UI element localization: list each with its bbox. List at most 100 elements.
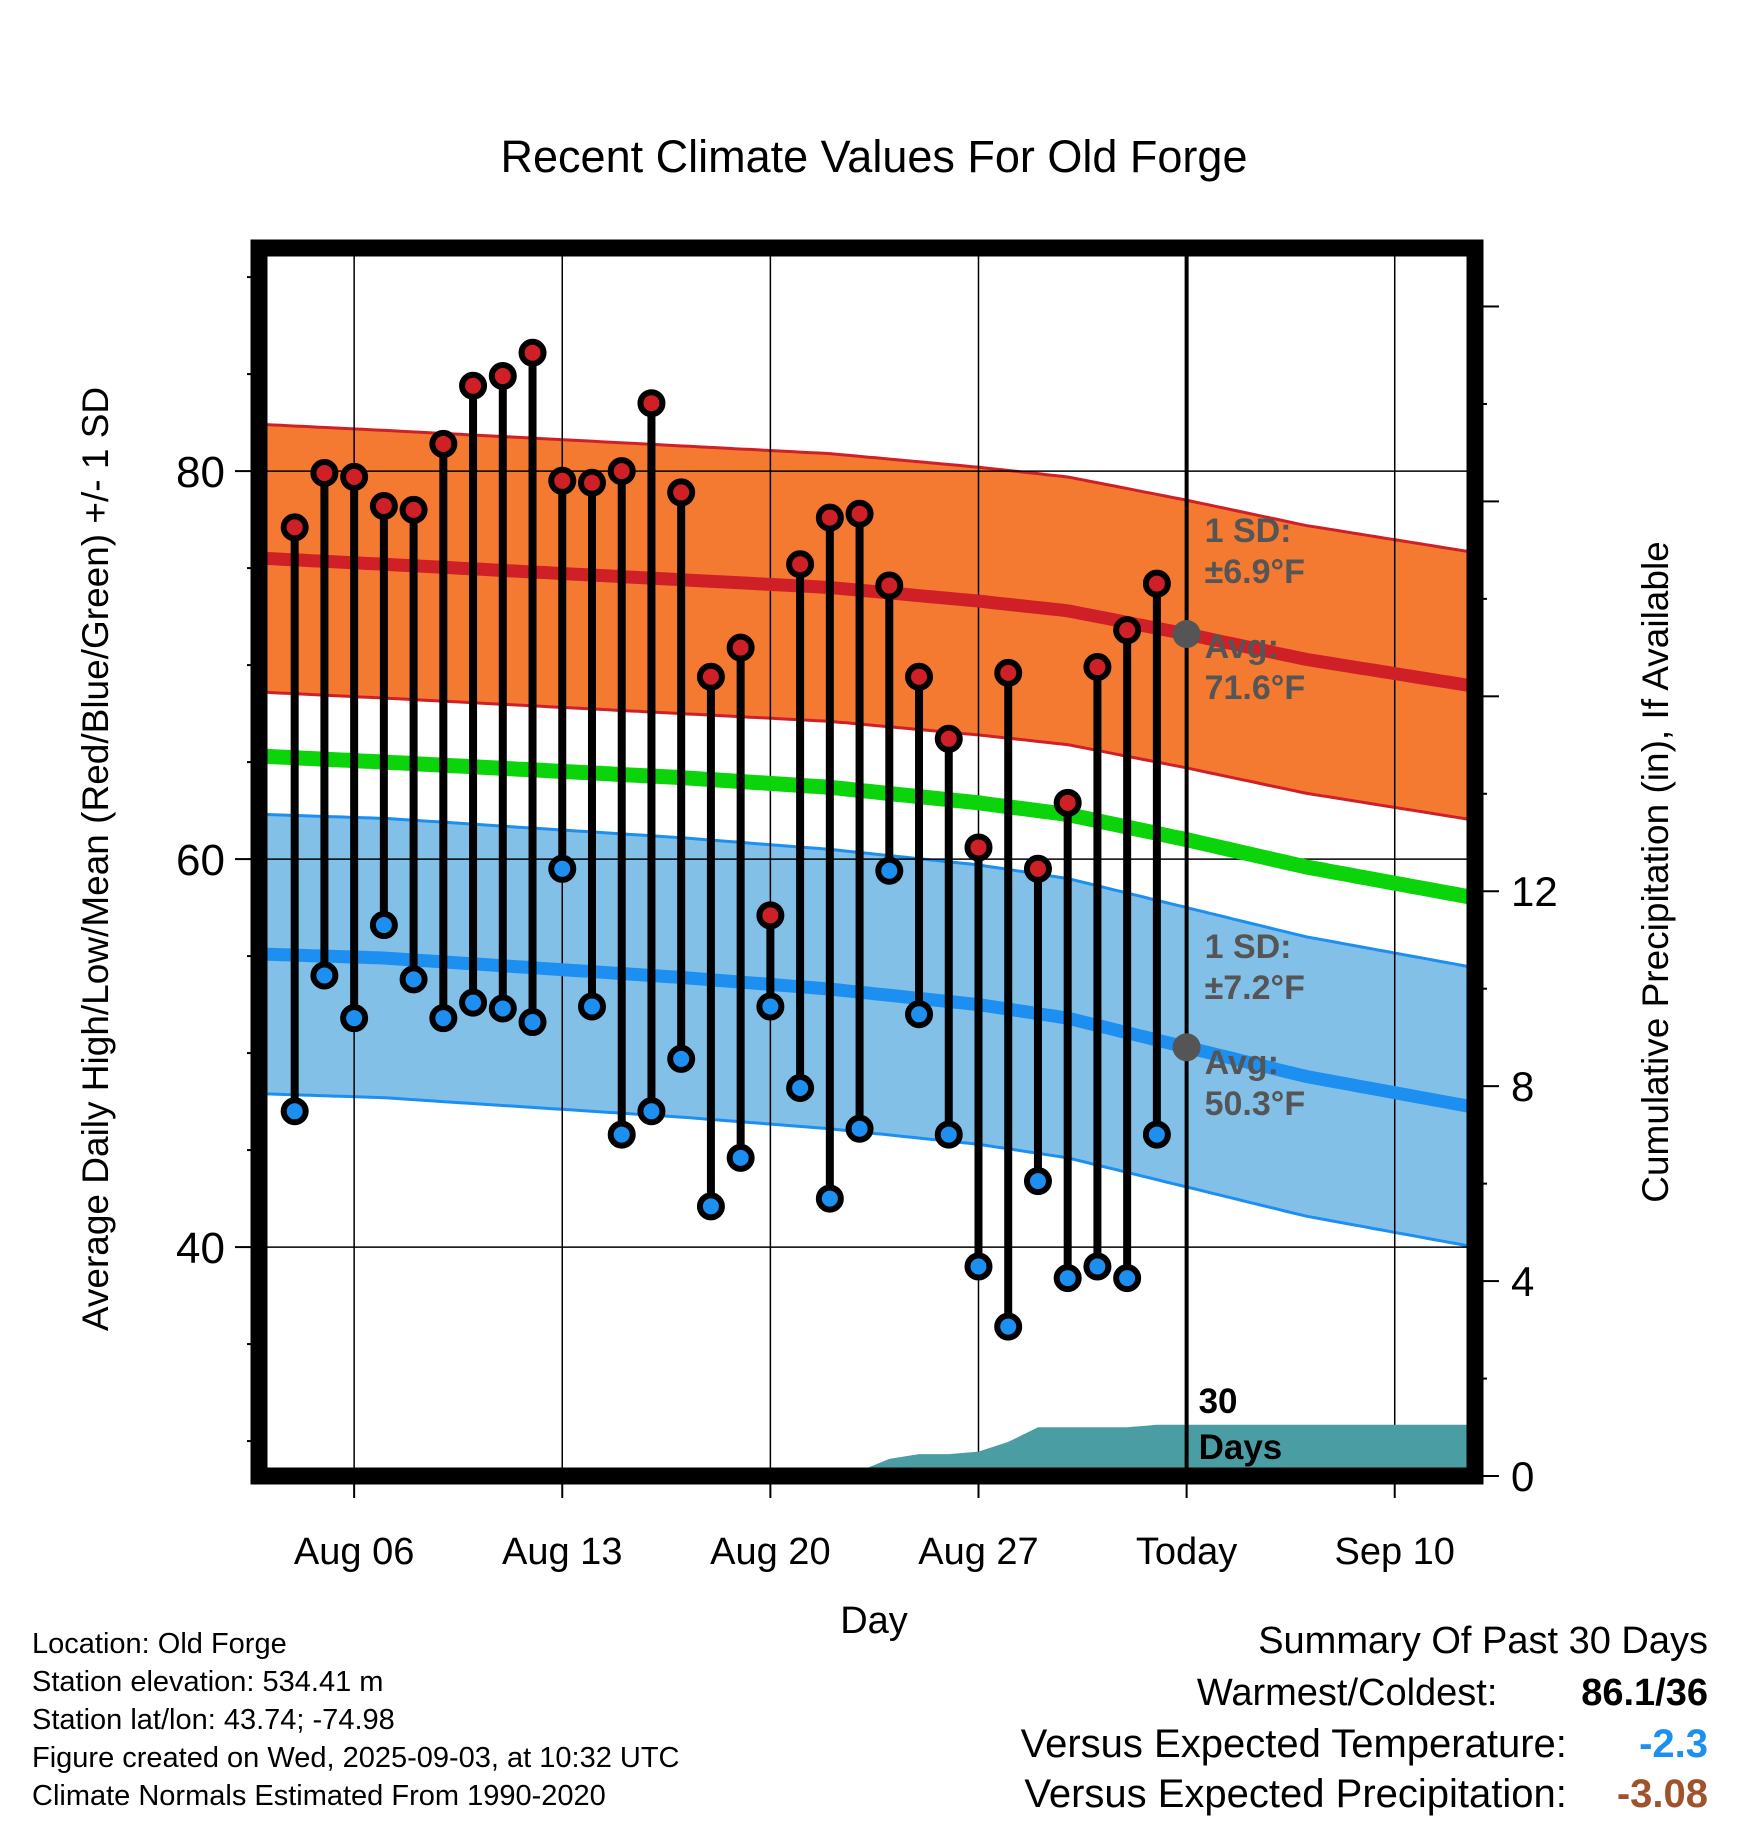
daily-high-point	[1053, 788, 1082, 817]
axes: 40 60 80 0 4 8 12 Aug 06 Aug 13 Aug 20 Aug 27 Today…	[176, 239, 1558, 1573]
daily-high-point	[280, 513, 309, 542]
normal-high-band-lower-edge	[259, 690, 1471, 822]
daily-low-point	[696, 1192, 725, 1221]
y-axis-label: Average Daily High/Low/Mean (Red/Blue/Gr…	[75, 387, 116, 1331]
daily-low-point	[310, 961, 339, 990]
precip-area	[264, 1424, 1475, 1476]
x-tick-label: Aug 13	[502, 1531, 622, 1573]
info-normals: Climate Normals Estimated From 1990-2020	[32, 1780, 606, 1812]
normal-high-line	[259, 551, 1472, 693]
x-tick-label: Aug 06	[294, 1531, 414, 1573]
daily-low-point	[756, 992, 785, 1021]
high-sd-annotation-line: 1 SD:	[1205, 512, 1292, 550]
info-latlon: Station lat/lon: 43.74; -74.98	[32, 1704, 395, 1736]
daily-high-point	[667, 478, 696, 507]
daily-high-point	[310, 459, 339, 488]
daily-low-point	[399, 965, 428, 994]
x-tick-label: Aug 27	[918, 1531, 1038, 1573]
daily-low-point	[577, 992, 606, 1021]
y-tick-label: 60	[176, 836, 225, 885]
low-avg-annotation-line: 50.3°F	[1205, 1085, 1306, 1123]
daily-high-point	[1113, 616, 1142, 645]
x-tick-label: Aug 20	[710, 1531, 830, 1573]
low-sd-annotation-line: ±7.2°F	[1205, 969, 1305, 1007]
daily-low-point	[786, 1074, 815, 1103]
high-avg-annotation-line: Avg:	[1205, 628, 1279, 666]
summary-temp-label: Versus Expected Temperature:	[1020, 1722, 1567, 1766]
days-window-label: 30 Days	[1199, 1382, 1283, 1467]
daily-high-point	[786, 550, 815, 579]
summary-warmest-coldest-row: Warmest/Coldest: 86.1/36	[1197, 1672, 1708, 1715]
station-info: Location: Old Forge Station elevation: 5…	[32, 1625, 680, 1815]
daily-low-point	[429, 1004, 458, 1033]
daily-high-point	[756, 901, 785, 930]
daily-low-point	[815, 1184, 844, 1213]
daily-high-point	[637, 389, 666, 418]
chart-title: Recent Climate Values For Old Forge	[501, 131, 1248, 182]
summary-temp-row: Versus Expected Temperature: -2.3	[1021, 1722, 1708, 1767]
daily-low-point	[1053, 1264, 1082, 1293]
today-low-avg-marker	[1172, 1033, 1201, 1062]
high-sd-annotation: 1 SD: ±6.9°F	[1205, 512, 1305, 591]
daily-high-point	[577, 468, 606, 497]
daily-low-point	[1083, 1252, 1112, 1281]
daily-low-point	[518, 1008, 547, 1037]
daily-high-point	[340, 462, 369, 491]
daily-low-point	[1113, 1264, 1142, 1293]
days-window-label-line: Days	[1199, 1428, 1283, 1467]
normal-high-band-upper-edge	[259, 423, 1471, 554]
y2-tick-label: 4	[1511, 1258, 1534, 1305]
plot-frame	[250, 239, 1484, 1485]
daily-high-point	[1142, 569, 1171, 598]
daily-high-point	[934, 724, 963, 753]
x-tick-label: Today	[1136, 1531, 1237, 1573]
x-axis-label: Day	[840, 1600, 908, 1642]
daily-low-point	[934, 1120, 963, 1149]
days-window-label-line: 30	[1199, 1382, 1238, 1421]
daily-low-point	[667, 1044, 696, 1073]
daily-low-point	[637, 1097, 666, 1126]
daily-high-point	[548, 466, 577, 495]
daily-high-point	[845, 499, 874, 528]
normal-low-band-upper-edge	[259, 813, 1471, 969]
summary-panel: Summary Of Past 30 Days Warmest/Coldest:…	[808, 1620, 1708, 1820]
daily-low-point	[845, 1114, 874, 1143]
y2-tick-label: 0	[1511, 1453, 1534, 1500]
high-avg-annotation: Avg: 71.6°F	[1205, 628, 1306, 707]
high-avg-annotation-line: 71.6°F	[1205, 669, 1306, 707]
daily-low-point	[280, 1097, 309, 1126]
daily-high-point	[905, 662, 934, 691]
daily-low-point	[964, 1252, 993, 1281]
low-sd-annotation-line: 1 SD:	[1205, 928, 1292, 966]
summary-temp-value: -2.3	[1639, 1722, 1708, 1766]
daily-high-point	[696, 662, 725, 691]
daily-high-point	[994, 658, 1023, 687]
daily-low-point	[459, 988, 488, 1017]
daily-low-point	[726, 1143, 755, 1172]
normal-mean-line	[259, 748, 1472, 905]
daily-low-point	[340, 1004, 369, 1033]
daily-high-point	[726, 633, 755, 662]
daily-low-point	[488, 994, 517, 1023]
daily-low-point	[1023, 1167, 1052, 1196]
daily-high-point	[607, 457, 636, 486]
info-created: Figure created on Wed, 2025-09-03, at 10…	[32, 1742, 680, 1774]
summary-precip-value: -3.08	[1616, 1772, 1708, 1816]
summary-precip-row: Versus Expected Precipitation: -3.08	[1024, 1772, 1708, 1817]
daily-high-point	[875, 571, 904, 600]
summary-heading: Summary Of Past 30 Days	[1258, 1620, 1708, 1662]
y2-tick-label: 12	[1511, 868, 1558, 915]
normal-low-line	[259, 947, 1472, 1113]
daily-high-point	[518, 338, 547, 367]
daily-low-point	[994, 1312, 1023, 1341]
y2-tick-label: 8	[1511, 1063, 1534, 1110]
daily-low-point	[905, 1000, 934, 1029]
daily-high-point	[1083, 653, 1112, 682]
daily-low-point	[1142, 1120, 1171, 1149]
daily-high-point	[964, 833, 993, 862]
y-tick-label: 40	[176, 1224, 225, 1273]
summary-precip-label: Versus Expected Precipitation:	[1024, 1772, 1567, 1816]
daily-high-point	[399, 495, 428, 524]
